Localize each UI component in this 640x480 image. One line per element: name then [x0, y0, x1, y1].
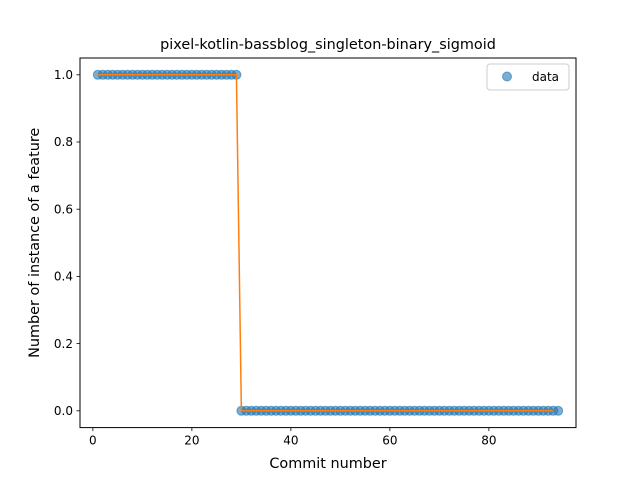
y-tick-label: 0.6	[54, 202, 73, 216]
y-tick-label: 0.8	[54, 135, 73, 149]
data-point	[553, 405, 564, 416]
plot-marks	[92, 69, 564, 416]
y-tick-label: 0.0	[54, 404, 73, 418]
x-tick-label: 20	[184, 434, 199, 448]
y-axis-label: Number of instance of a feature	[27, 128, 43, 358]
y-tick-label: 1.0	[54, 68, 73, 82]
x-tick-label: 0	[89, 434, 97, 448]
x-tick-label: 60	[382, 434, 397, 448]
x-axis-ticks: 0 20 40 60 80	[89, 427, 497, 448]
x-tick-label: 40	[283, 434, 298, 448]
fit-line	[97, 74, 554, 412]
chart-title: pixel-kotlin-bassblog_singleton-binary_s…	[160, 37, 496, 53]
y-tick-label: 0.2	[54, 337, 73, 351]
x-tick-label: 80	[481, 434, 496, 448]
legend-box	[486, 63, 570, 91]
y-axis-ticks: 0.0 0.2 0.4 0.6 0.8 1.0	[54, 68, 80, 418]
legend-marker-data	[502, 71, 512, 82]
legend: data	[486, 63, 570, 91]
legend-label-data: data	[532, 70, 559, 84]
plot-frame	[79, 57, 577, 429]
x-axis-label: Commit number	[269, 456, 386, 472]
y-tick-label: 0.4	[54, 270, 73, 284]
